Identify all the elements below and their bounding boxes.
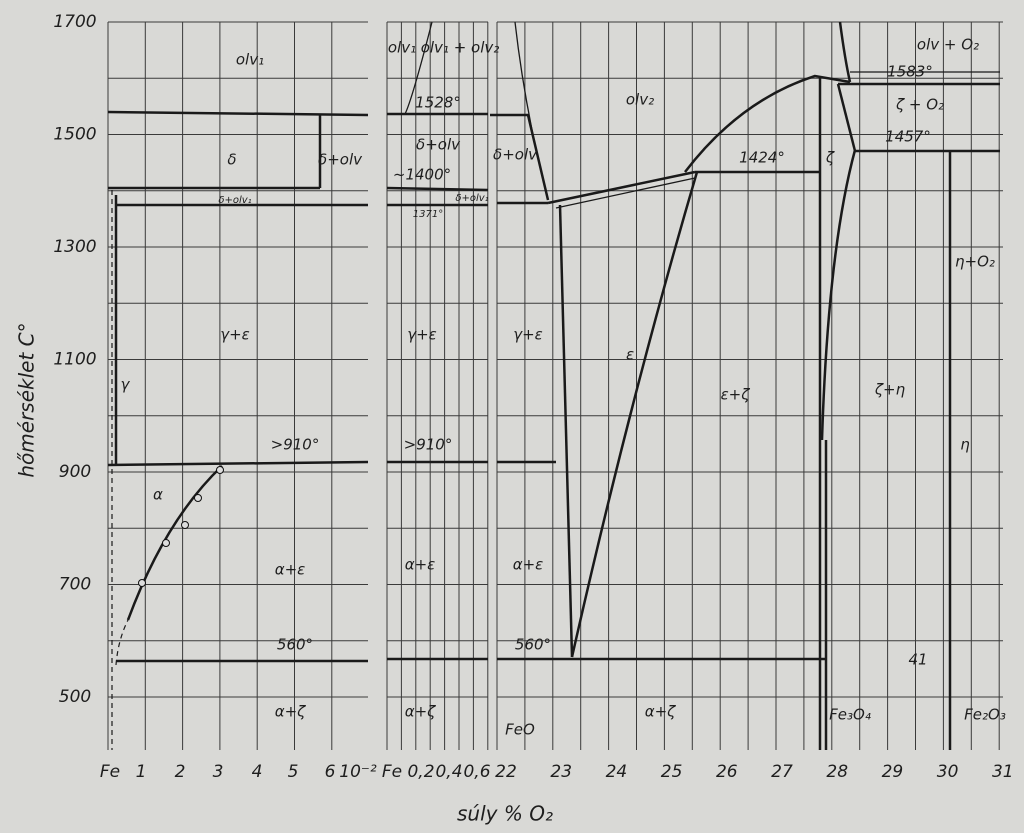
x-tick-label: 5	[288, 762, 299, 782]
region-label: α	[153, 486, 163, 504]
x-tick-label: 26	[716, 762, 738, 782]
x-tick-label: Fe	[382, 762, 402, 782]
x-axis-label: súly % O₂	[457, 802, 553, 826]
x-tick-label: 10⁻²	[339, 762, 377, 782]
region-label: α+ε	[405, 556, 436, 574]
region-label: ~1400°	[393, 166, 451, 184]
region-label: α+ε	[513, 556, 544, 574]
region-label: 41	[908, 651, 927, 669]
region-label: ε	[626, 346, 634, 364]
region-label: olv₁	[236, 51, 264, 69]
x-tick-label: 29	[882, 762, 904, 782]
region-label: γ+ε	[220, 326, 250, 344]
region-label: ε+ζ	[721, 386, 751, 404]
region-label: 1371°	[413, 209, 443, 220]
region-label: 1583°	[887, 63, 933, 81]
x-tick-label: 0,6	[463, 762, 490, 782]
region-label: olv₁	[388, 39, 416, 57]
region-label: ζ + O₂	[895, 96, 944, 114]
x-tick-label: 27	[771, 762, 793, 782]
region-label: α+ε	[275, 561, 306, 579]
x-tick-label: 1	[136, 762, 147, 782]
x-tick-label: 31	[992, 762, 1014, 782]
region-label: γ	[121, 376, 131, 394]
y-axis-label: hőmérséklet C°	[15, 322, 39, 477]
x-tick-label: 6	[325, 762, 336, 782]
y-tick-label: 1300	[53, 237, 96, 257]
region-label: δ+olv₁	[455, 193, 488, 204]
x-tick-label: 3	[213, 762, 224, 782]
region-label: η+O₂	[955, 253, 995, 271]
region-label: FeO	[505, 721, 535, 739]
region-label: δ+olv	[493, 146, 538, 164]
region-label: δ	[227, 151, 236, 169]
region-label: η	[960, 436, 970, 454]
y-tick-label: 1100	[53, 350, 96, 370]
x-tick-label: Fe	[100, 762, 120, 782]
x-tick-label: 4	[252, 762, 263, 782]
region-label: olv₂	[626, 91, 654, 109]
region-label: >910°	[271, 436, 320, 454]
y-tick-label: 1500	[53, 125, 96, 145]
x-tick-label: 30	[937, 762, 959, 782]
x-tick-label: 24	[606, 762, 628, 782]
y-tick-label: 1700	[53, 12, 96, 32]
x-tick-label: 23	[550, 762, 572, 782]
region-label: δ+olv	[318, 151, 363, 169]
region-label: Fe₂O₃	[964, 706, 1006, 724]
x-tick-label: 2	[175, 762, 186, 782]
x-tick-label: 0,2	[407, 762, 434, 782]
region-label: Fe₃O₄	[829, 706, 871, 724]
region-label: γ+ε	[513, 326, 543, 344]
region-label: 560°	[277, 636, 313, 654]
region-label: >910°	[404, 436, 453, 454]
region-label: γ+ε	[407, 326, 437, 344]
grid	[107, 21, 1003, 750]
region-label: 560°	[515, 636, 551, 654]
region-label: olv₁ + olv₂	[421, 39, 500, 57]
y-tick-label: 900	[59, 462, 91, 482]
region-label: 1424°	[739, 149, 785, 167]
region-label: ζ+η	[874, 381, 906, 399]
region-label: α+ζ	[645, 703, 676, 721]
x-tick-label: 0,4	[435, 762, 462, 782]
phase-lines	[107, 21, 1000, 750]
region-label: δ+olv₁	[218, 195, 251, 206]
y-tick-label: 500	[59, 687, 91, 707]
region-label: α+ζ	[275, 703, 306, 721]
region-label: olv + O₂	[917, 36, 979, 54]
region-label: δ+olv	[416, 136, 461, 154]
x-tick-label: 22	[495, 762, 517, 782]
x-tick-label: 25	[661, 762, 683, 782]
region-label: α+ζ	[405, 703, 436, 721]
x-tick-label: 28	[826, 762, 848, 782]
y-tick-label: 700	[59, 575, 91, 595]
region-label: 1528°	[415, 94, 461, 112]
region-label: 1457°	[885, 128, 931, 146]
region-label: ζ	[825, 149, 835, 167]
